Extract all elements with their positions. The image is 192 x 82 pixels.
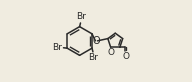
Text: O: O — [93, 36, 100, 46]
Text: Br: Br — [53, 43, 63, 52]
Text: Br: Br — [88, 53, 98, 62]
Text: O: O — [122, 52, 129, 61]
Text: Br: Br — [76, 12, 86, 21]
Text: O: O — [107, 48, 114, 57]
